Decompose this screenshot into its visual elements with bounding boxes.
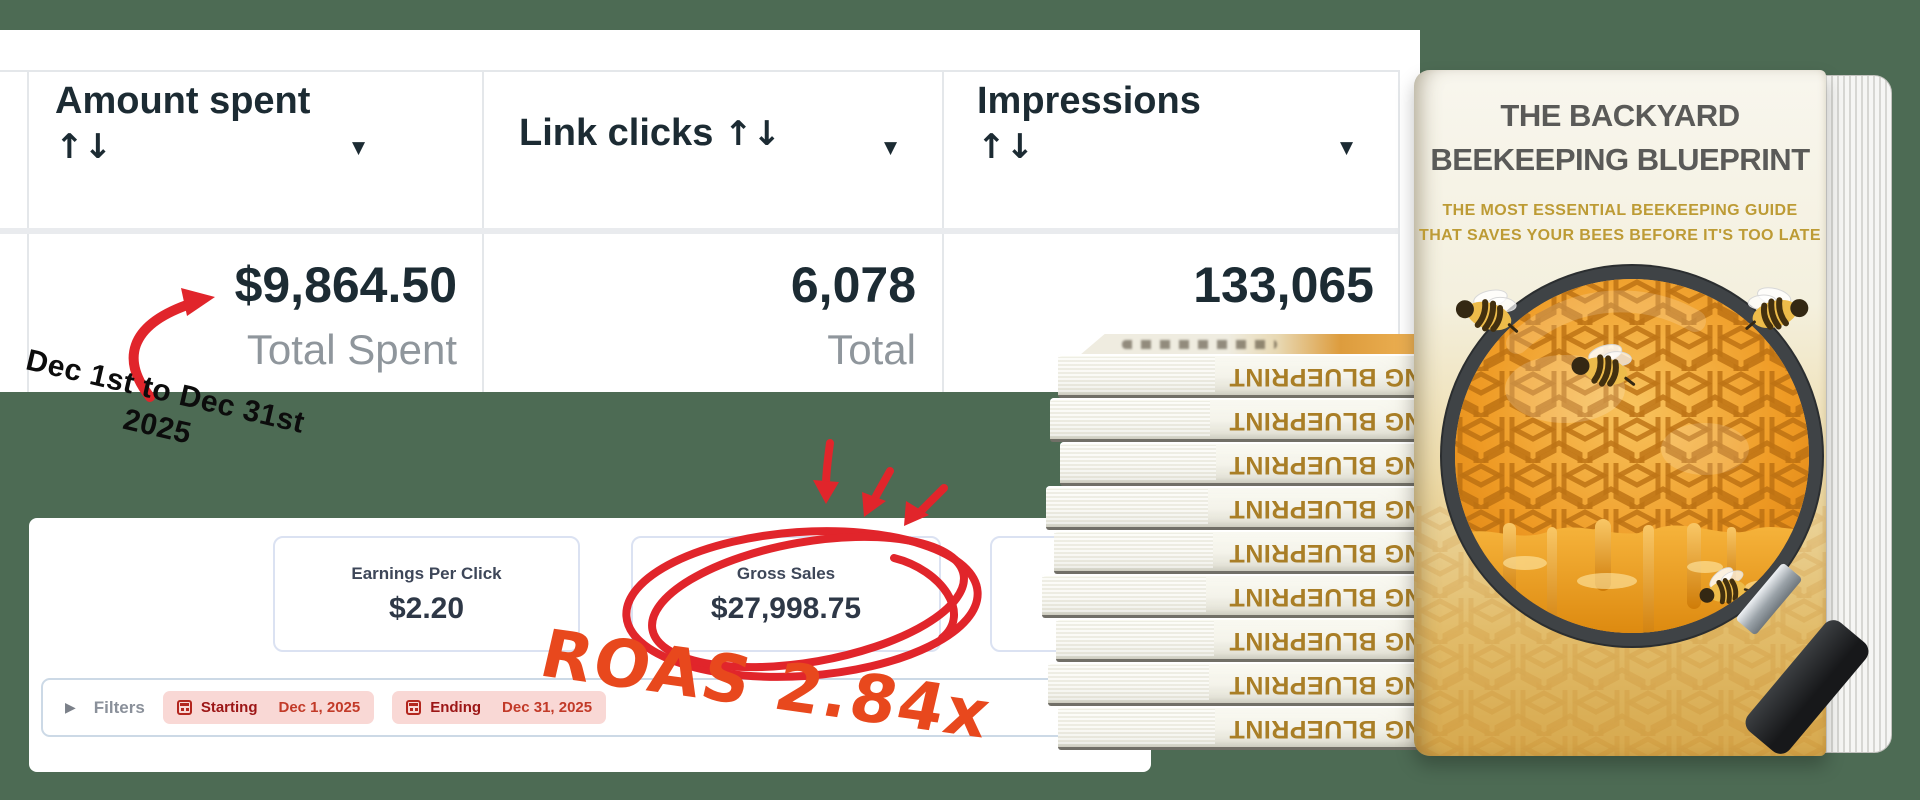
red-down-arrows: [813, 439, 948, 526]
sort-arrows-icon: ↑↓: [723, 114, 781, 154]
stat-card-earnings-per-click: Earnings Per Click $2.20: [273, 536, 580, 652]
starting-date-filter[interactable]: Starting Dec 1, 2025: [162, 691, 375, 724]
calendar-icon: [406, 700, 422, 715]
column-header-impressions[interactable]: Impressions ↑↓: [977, 78, 1201, 170]
book-spine-text: NG BLUEPRINT: [1228, 627, 1423, 655]
stacked-book: NG BLUEPRINT: [1046, 486, 1432, 530]
stacked-book: NG BLUEPRINT: [1054, 530, 1432, 574]
book-pages-edge: [1042, 577, 1206, 612]
header-row-divider: [0, 228, 1398, 234]
column-header-label: Amount spent: [55, 80, 311, 122]
ending-date-filter[interactable]: Ending Dec 31, 2025: [392, 691, 607, 724]
link-clicks-sublabel: Total: [827, 326, 916, 373]
book-spine-text: NG BLUEPRINT: [1228, 715, 1423, 743]
book-spine-text: NG BLUEPRINT: [1228, 583, 1423, 611]
stack-top-text-blur: [1122, 340, 1278, 349]
book-title-line2: BEEKEEPING BLUEPRINT: [1430, 142, 1810, 177]
ads-table-panel: Amount spent ↑↓ ▼ Link clicks ↑↓ ▼ Impre…: [0, 30, 1420, 392]
amount-spent-value: $9,864.50: [234, 257, 457, 313]
stacked-book: NG BLUEPRINT: [1048, 662, 1432, 706]
column-header-label: Impressions: [977, 80, 1201, 122]
magnifying-glass-lens: [1442, 266, 1822, 646]
bee-icon: [1730, 274, 1820, 348]
stat-card-value: $27,998.75: [710, 592, 862, 625]
stacked-book: NG BLUEPRINT: [1060, 442, 1432, 486]
amount-spent-sublabel: Total Spent: [246, 326, 457, 373]
book-spine-text: NG BLUEPRINT: [1228, 363, 1423, 391]
red-curved-arrow: [128, 288, 215, 402]
stacked-book: NG BLUEPRINT: [1058, 706, 1432, 750]
book-pages-edge: [1054, 533, 1213, 568]
book-spine-text: NG BLUEPRINT: [1228, 451, 1423, 479]
column-header-link-clicks[interactable]: Link clicks ↑↓: [519, 110, 781, 157]
column-menu-caret-icon[interactable]: ▼: [1340, 138, 1354, 158]
stat-card-label: Gross Sales: [736, 564, 836, 583]
book-spine-text: NG BLUEPRINT: [1228, 407, 1423, 435]
book-subtitle-line2: THAT SAVES YOUR BEES BEFORE IT'S TOO LAT…: [1419, 227, 1821, 244]
book-spine-text: NG BLUEPRINT: [1228, 495, 1423, 523]
column-header-label: Link clicks: [519, 112, 714, 154]
beekeeping-book-mockup: THE BACKYARD BEEKEEPING BLUEPRINT THE MO…: [1414, 70, 1894, 760]
column-divider: [1398, 70, 1400, 392]
column-menu-caret-icon[interactable]: ▼: [352, 138, 366, 158]
stat-card-value: $2.20: [388, 592, 465, 625]
column-menu-caret-icon[interactable]: ▼: [884, 138, 898, 158]
stacked-book: NG BLUEPRINT: [1058, 354, 1432, 398]
stacked-book: NG BLUEPRINT: [1056, 618, 1432, 662]
table-top-border: [0, 70, 1398, 72]
book-pages-edge: [1060, 445, 1217, 480]
book-subtitle-line1: THE MOST ESSENTIAL BEEKEEPING GUIDE: [1442, 202, 1798, 219]
book-pages-edge: [1058, 357, 1216, 392]
book-front-cover: THE BACKYARD BEEKEEPING BLUEPRINT THE MO…: [1414, 70, 1874, 759]
link-clicks-value: 6,078: [790, 257, 916, 313]
filters-bar: ▶ Filters Starting Dec 1, 2025 Ending De…: [41, 678, 1139, 737]
book-spine-text: NG BLUEPRINT: [1228, 671, 1423, 699]
book-pages-edge: [1046, 489, 1209, 524]
book-title-line1: THE BACKYARD: [1500, 98, 1740, 133]
filters-expand-caret-icon[interactable]: ▶: [65, 699, 76, 716]
stack-top-cover: [1080, 334, 1432, 355]
book-pages-edge: [1058, 709, 1216, 744]
book-spine-text: NG BLUEPRINT: [1228, 539, 1423, 567]
sort-arrows-icon: ↑↓: [55, 127, 112, 167]
book-pages-edge: [1056, 621, 1214, 656]
stats-dashboard-panel: Earnings Per Click $2.20 Gross Sales $27…: [29, 518, 1320, 772]
filter-pill-date: Dec 31, 2025: [502, 699, 593, 716]
sort-arrows-icon: ↑↓: [977, 127, 1034, 167]
stat-card-gross-sales: Gross Sales $27,998.75: [631, 536, 941, 652]
filter-pill-date: Dec 1, 2025: [278, 699, 361, 716]
column-header-amount-spent[interactable]: Amount spent ↑↓: [55, 78, 310, 170]
bee-icon: [1444, 276, 1534, 350]
book-pages-edge: [1048, 665, 1210, 700]
filter-pill-label: Ending: [430, 699, 482, 716]
book-pages-edge: [1050, 401, 1211, 436]
book-stack: NG BLUEPRINT NG BLUEPRINT NG BLUEPRINT NG B…: [1040, 334, 1432, 752]
red-circle-annotation: [622, 527, 982, 681]
stacked-book: NG BLUEPRINT: [1050, 398, 1432, 442]
honeycomb-art: [1455, 279, 1809, 633]
filters-label[interactable]: Filters: [93, 697, 145, 717]
stacked-book: NG BLUEPRINT: [1042, 574, 1432, 618]
filter-pill-label: Starting: [200, 699, 258, 716]
impressions-value: 133,065: [1193, 257, 1374, 313]
stat-card-label: Earnings Per Click: [351, 564, 502, 583]
calendar-icon: [176, 700, 192, 715]
